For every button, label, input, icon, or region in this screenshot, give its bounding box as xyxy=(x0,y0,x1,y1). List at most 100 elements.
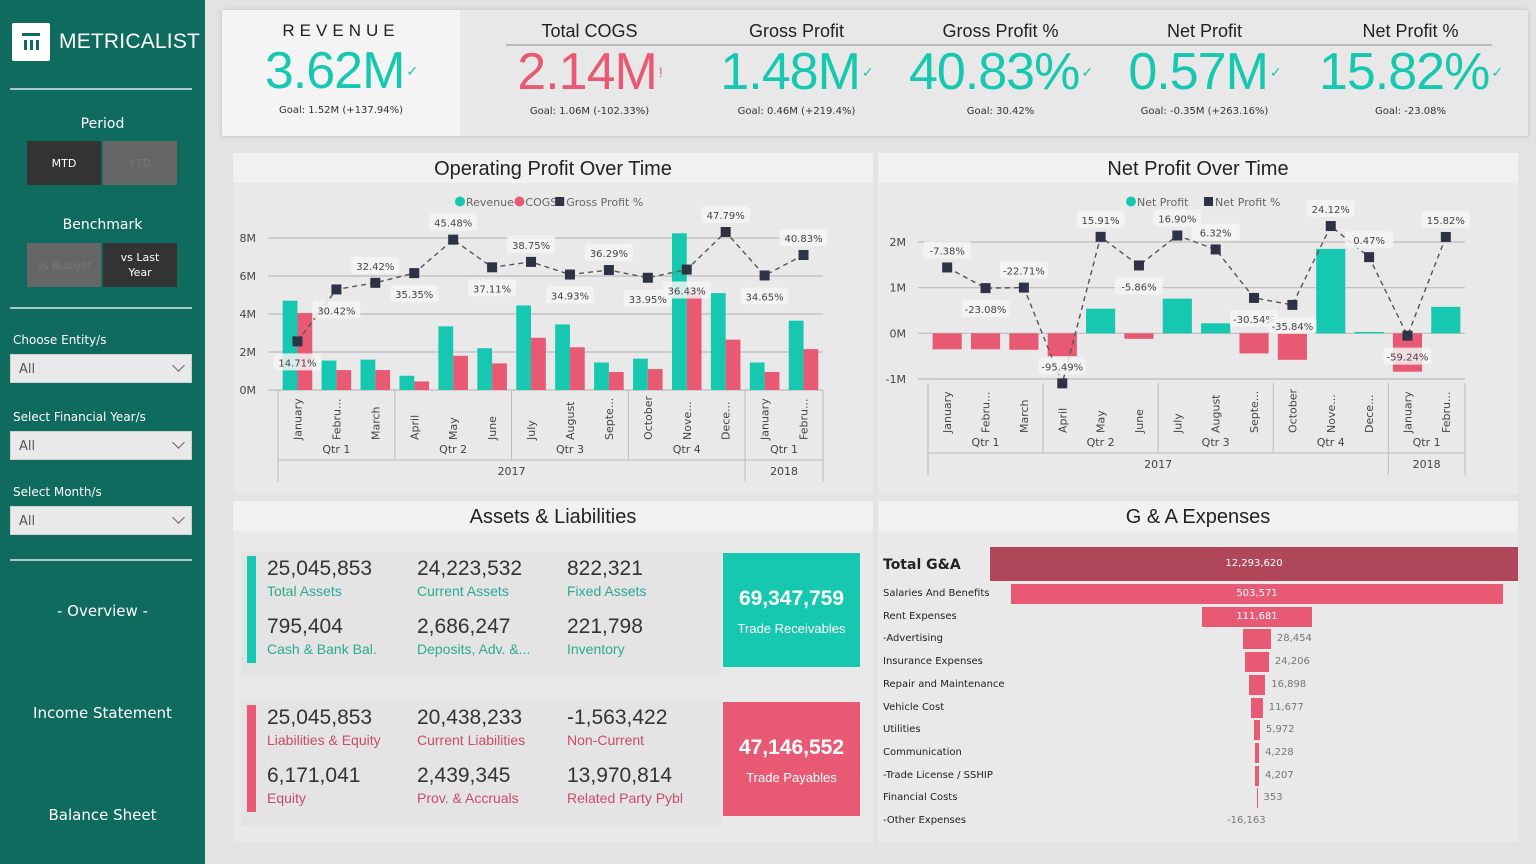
bar-cogs[interactable] xyxy=(725,339,741,390)
data-label-bg xyxy=(701,206,750,224)
ga-bar[interactable] xyxy=(1256,788,1258,809)
line-marker[interactable] xyxy=(1249,292,1260,303)
financial-year-dropdown[interactable]: All xyxy=(10,431,192,460)
ga-bar[interactable] xyxy=(1251,697,1263,718)
line-marker[interactable] xyxy=(759,270,770,281)
line-marker[interactable] xyxy=(331,284,342,295)
bar-revenue[interactable] xyxy=(594,362,609,390)
line-marker[interactable] xyxy=(798,250,809,261)
bar-revenue[interactable] xyxy=(633,358,648,390)
ga-bar[interactable] xyxy=(1248,674,1266,695)
line-marker[interactable] xyxy=(1287,299,1298,310)
bar-net-profit[interactable] xyxy=(1009,333,1039,350)
line-marker[interactable] xyxy=(1364,252,1375,263)
bar-cogs[interactable] xyxy=(647,369,663,390)
line-marker[interactable] xyxy=(1018,282,1029,293)
ga-total-bar[interactable]: 12,293,620 xyxy=(990,547,1518,581)
line-marker[interactable] xyxy=(370,277,381,288)
line-marker[interactable] xyxy=(1172,230,1183,241)
x-tick-month: Septe... xyxy=(1248,391,1261,433)
trade-receivables-label: Trade Receivables xyxy=(737,621,846,636)
bar-cogs[interactable] xyxy=(803,349,819,390)
legend-marker xyxy=(555,197,565,206)
bar-net-profit[interactable] xyxy=(1354,331,1384,334)
period-ytd-button[interactable]: YTD xyxy=(103,141,177,185)
bar-cogs[interactable] xyxy=(531,337,546,390)
ga-bar[interactable]: 503,571 xyxy=(1011,584,1503,604)
line-marker[interactable] xyxy=(1133,260,1144,271)
bar-net-profit[interactable] xyxy=(1239,333,1269,354)
line-marker[interactable] xyxy=(642,272,653,283)
line-marker[interactable] xyxy=(564,269,575,280)
bar-revenue[interactable] xyxy=(321,360,337,390)
bar-net-profit[interactable] xyxy=(932,333,962,350)
bar-cogs[interactable] xyxy=(336,370,352,390)
bar-cogs[interactable] xyxy=(414,381,430,390)
vs-budget-button[interactable]: vs Budget xyxy=(27,243,101,287)
bar-revenue[interactable] xyxy=(671,233,687,390)
bar-cogs[interactable] xyxy=(764,371,780,390)
data-label-bg xyxy=(507,235,556,253)
ga-bar[interactable]: 111,681 xyxy=(1202,606,1312,627)
ga-bar[interactable] xyxy=(1243,629,1271,650)
ga-bar[interactable] xyxy=(1254,720,1260,741)
bar-revenue[interactable] xyxy=(438,326,454,390)
bar-net-profit[interactable] xyxy=(970,333,1001,350)
bar-revenue[interactable] xyxy=(477,348,493,390)
line-marker[interactable] xyxy=(720,227,731,238)
line-marker[interactable] xyxy=(487,262,498,273)
bar-net-profit[interactable] xyxy=(1047,333,1077,357)
bar-revenue[interactable] xyxy=(710,293,726,390)
bar-cogs[interactable] xyxy=(297,313,313,390)
bar-cogs[interactable] xyxy=(492,363,507,390)
line-marker[interactable] xyxy=(526,256,537,267)
bar-net-profit[interactable] xyxy=(1086,308,1116,334)
bar-net-profit[interactable] xyxy=(1124,333,1154,339)
exclamation-icon: ! xyxy=(658,64,663,80)
ga-bar[interactable] xyxy=(1245,652,1269,673)
line-marker[interactable] xyxy=(681,264,692,275)
bar-revenue[interactable] xyxy=(749,362,765,390)
bar-net-profit[interactable] xyxy=(1431,306,1461,334)
line-marker[interactable] xyxy=(1402,330,1413,341)
line-marker[interactable] xyxy=(292,336,303,347)
x-tick-quarter: Qtr 1 xyxy=(972,436,1000,449)
vs-last-year-button[interactable]: vs Last Year xyxy=(103,243,177,287)
line-marker[interactable] xyxy=(448,234,459,245)
bar-cogs[interactable] xyxy=(375,370,391,390)
period-mtd-button[interactable]: MTD xyxy=(27,141,101,185)
bar-net-profit[interactable] xyxy=(1162,298,1192,334)
bar-revenue[interactable] xyxy=(516,305,532,390)
bar-cogs[interactable] xyxy=(453,355,468,390)
bar-net-profit[interactable] xyxy=(1316,248,1346,334)
bar-revenue[interactable] xyxy=(399,375,415,390)
y-tick-label: 4M xyxy=(240,308,257,321)
line-marker[interactable] xyxy=(603,265,614,276)
entity-dropdown[interactable]: All xyxy=(10,354,192,383)
month-dropdown[interactable]: All xyxy=(10,506,192,535)
bar-cogs[interactable] xyxy=(686,290,702,390)
line-marker[interactable] xyxy=(1210,244,1221,255)
metric-value: 2,686,247 xyxy=(417,615,511,638)
bar-cogs[interactable] xyxy=(569,347,585,390)
nav-income-statement[interactable]: Income Statement xyxy=(33,704,172,722)
line-marker[interactable] xyxy=(980,283,991,294)
line-marker[interactable] xyxy=(1095,231,1106,242)
line-marker[interactable] xyxy=(1440,231,1451,242)
bar-revenue[interactable] xyxy=(360,359,376,390)
ga-label: Vehicle Cost xyxy=(883,701,945,713)
line-marker[interactable] xyxy=(1057,378,1068,389)
data-label-bg xyxy=(1153,209,1202,227)
nav-balance-sheet[interactable]: Balance Sheet xyxy=(48,806,157,824)
bar-net-profit[interactable] xyxy=(1201,323,1231,334)
bar-revenue[interactable] xyxy=(555,324,570,390)
ga-bar[interactable] xyxy=(1254,765,1260,786)
line-marker[interactable] xyxy=(1325,221,1336,232)
line-marker[interactable] xyxy=(942,262,953,273)
bar-revenue[interactable] xyxy=(788,320,804,390)
nav-overview[interactable]: - Overview - xyxy=(57,602,148,620)
ga-bar[interactable] xyxy=(1254,742,1260,763)
line-marker[interactable] xyxy=(409,268,420,279)
bar-cogs[interactable] xyxy=(608,371,624,390)
bar-net-profit[interactable] xyxy=(1277,333,1307,360)
